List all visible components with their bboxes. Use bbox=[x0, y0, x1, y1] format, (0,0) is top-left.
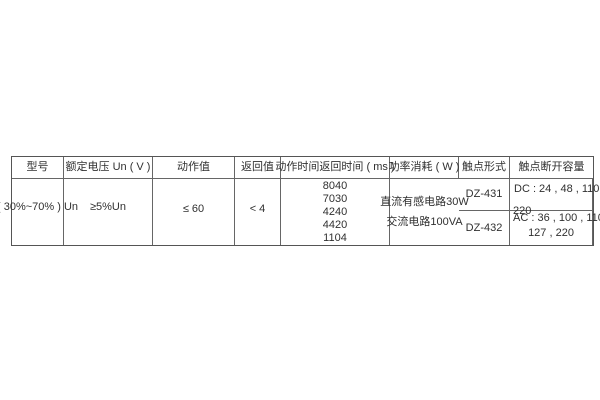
header-cell-breaking-capacity: 触点断开容量 bbox=[510, 157, 593, 179]
breaking-capacity-ac: 交流电路100VA bbox=[386, 216, 463, 228]
header-cell-model: 型号 bbox=[12, 157, 64, 179]
voltage-ac-line2: 127 , 220 bbox=[528, 227, 574, 239]
contact-form-3: 4240 bbox=[322, 206, 348, 218]
action-value-cell: ( 30%~70% ) Un bbox=[0, 179, 78, 245]
return-value-cell: ≥5%Un bbox=[64, 179, 153, 245]
voltage-ac-line1: AC : 36 , 100 , 110 , bbox=[513, 212, 600, 224]
power-consumption-cell: < 4 bbox=[235, 179, 281, 245]
contact-form-cell: 8040 7030 4240 4420 1104 bbox=[281, 179, 390, 245]
header-cell-return-value: 返回值 bbox=[235, 157, 281, 179]
contact-form-5: 1104 bbox=[323, 232, 347, 244]
contact-form-4: 4420 bbox=[322, 219, 348, 231]
contact-form-1: 8040 bbox=[322, 180, 348, 192]
model-cell-dz431: DZ-431 bbox=[459, 179, 510, 211]
header-cell-action-value: 动作值 bbox=[153, 157, 235, 179]
header-cell-rated-voltage: 额定电压 Un ( V ) bbox=[64, 157, 153, 179]
voltage-cell-dc: DC : 24 , 48 , 110 , 220 bbox=[510, 179, 600, 217]
header-cell-power-consumption: 功率消耗 ( W ) bbox=[389, 157, 459, 179]
voltage-cell-ac: AC : 36 , 100 , 110 , 127 , 220 bbox=[510, 211, 600, 245]
contact-form-2: 7030 bbox=[322, 193, 348, 205]
header-cell-action-return-time: 动作时间返回时间 ( ms ) bbox=[275, 157, 395, 179]
breaking-capacity-dc: 直流有感电路30W bbox=[380, 196, 469, 208]
voltage-dc-line1: DC : 24 , 48 , 110 , bbox=[514, 183, 600, 195]
breaking-capacity-cell: 直流有感电路30W 交流电路100VA bbox=[380, 179, 469, 245]
model-cell-dz432: DZ-432 bbox=[459, 211, 510, 245]
action-return-time-cell: ≤ 60 bbox=[153, 179, 235, 245]
voltage-dc-line2-overflow: 220 bbox=[513, 205, 532, 217]
header-cell-contact-form: 触点形式 bbox=[459, 157, 510, 179]
relay-spec-table: 型号 额定电压 Un ( V ) 动作值 返回值 动作时间返回时间 ( ms )… bbox=[0, 156, 600, 246]
